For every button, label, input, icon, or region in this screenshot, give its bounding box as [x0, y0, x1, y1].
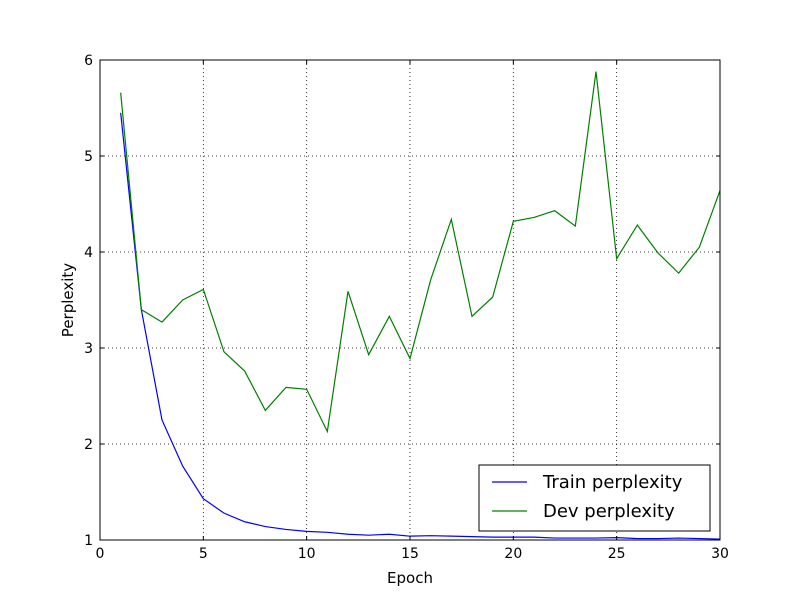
- x-axis-label: Epoch: [387, 569, 433, 587]
- legend: Train perplexity Dev perplexity: [478, 464, 711, 532]
- legend-label: Dev perplexity: [543, 501, 675, 522]
- series-line-dev: [120, 71, 721, 434]
- y-tick-label: 4: [84, 245, 93, 261]
- y-tick-label: 6: [84, 53, 93, 69]
- x-tick-label: 5: [199, 546, 208, 562]
- x-tick-label: 30: [711, 546, 729, 562]
- y-tick-label: 3: [84, 341, 93, 357]
- axis-ticks: 0 5 10 15 20 25 30 1 2 3 4 5 6: [84, 53, 729, 562]
- legend-box: [478, 464, 711, 532]
- x-tick-label: 25: [608, 546, 626, 562]
- x-tick-label: 0: [96, 546, 105, 562]
- x-tick-label: 20: [504, 546, 522, 562]
- legend-label: Train perplexity: [542, 472, 683, 493]
- series-layer: [120, 71, 721, 540]
- y-tick-label: 5: [84, 149, 93, 165]
- x-tick-label: 15: [401, 546, 419, 562]
- y-tick-label: 2: [84, 437, 93, 453]
- y-tick-label: 1: [84, 533, 93, 549]
- series-line-train: [120, 112, 721, 540]
- grid-lines: [100, 60, 720, 540]
- x-tick-label: 10: [298, 546, 316, 562]
- y-axis-label: Perplexity: [59, 263, 77, 337]
